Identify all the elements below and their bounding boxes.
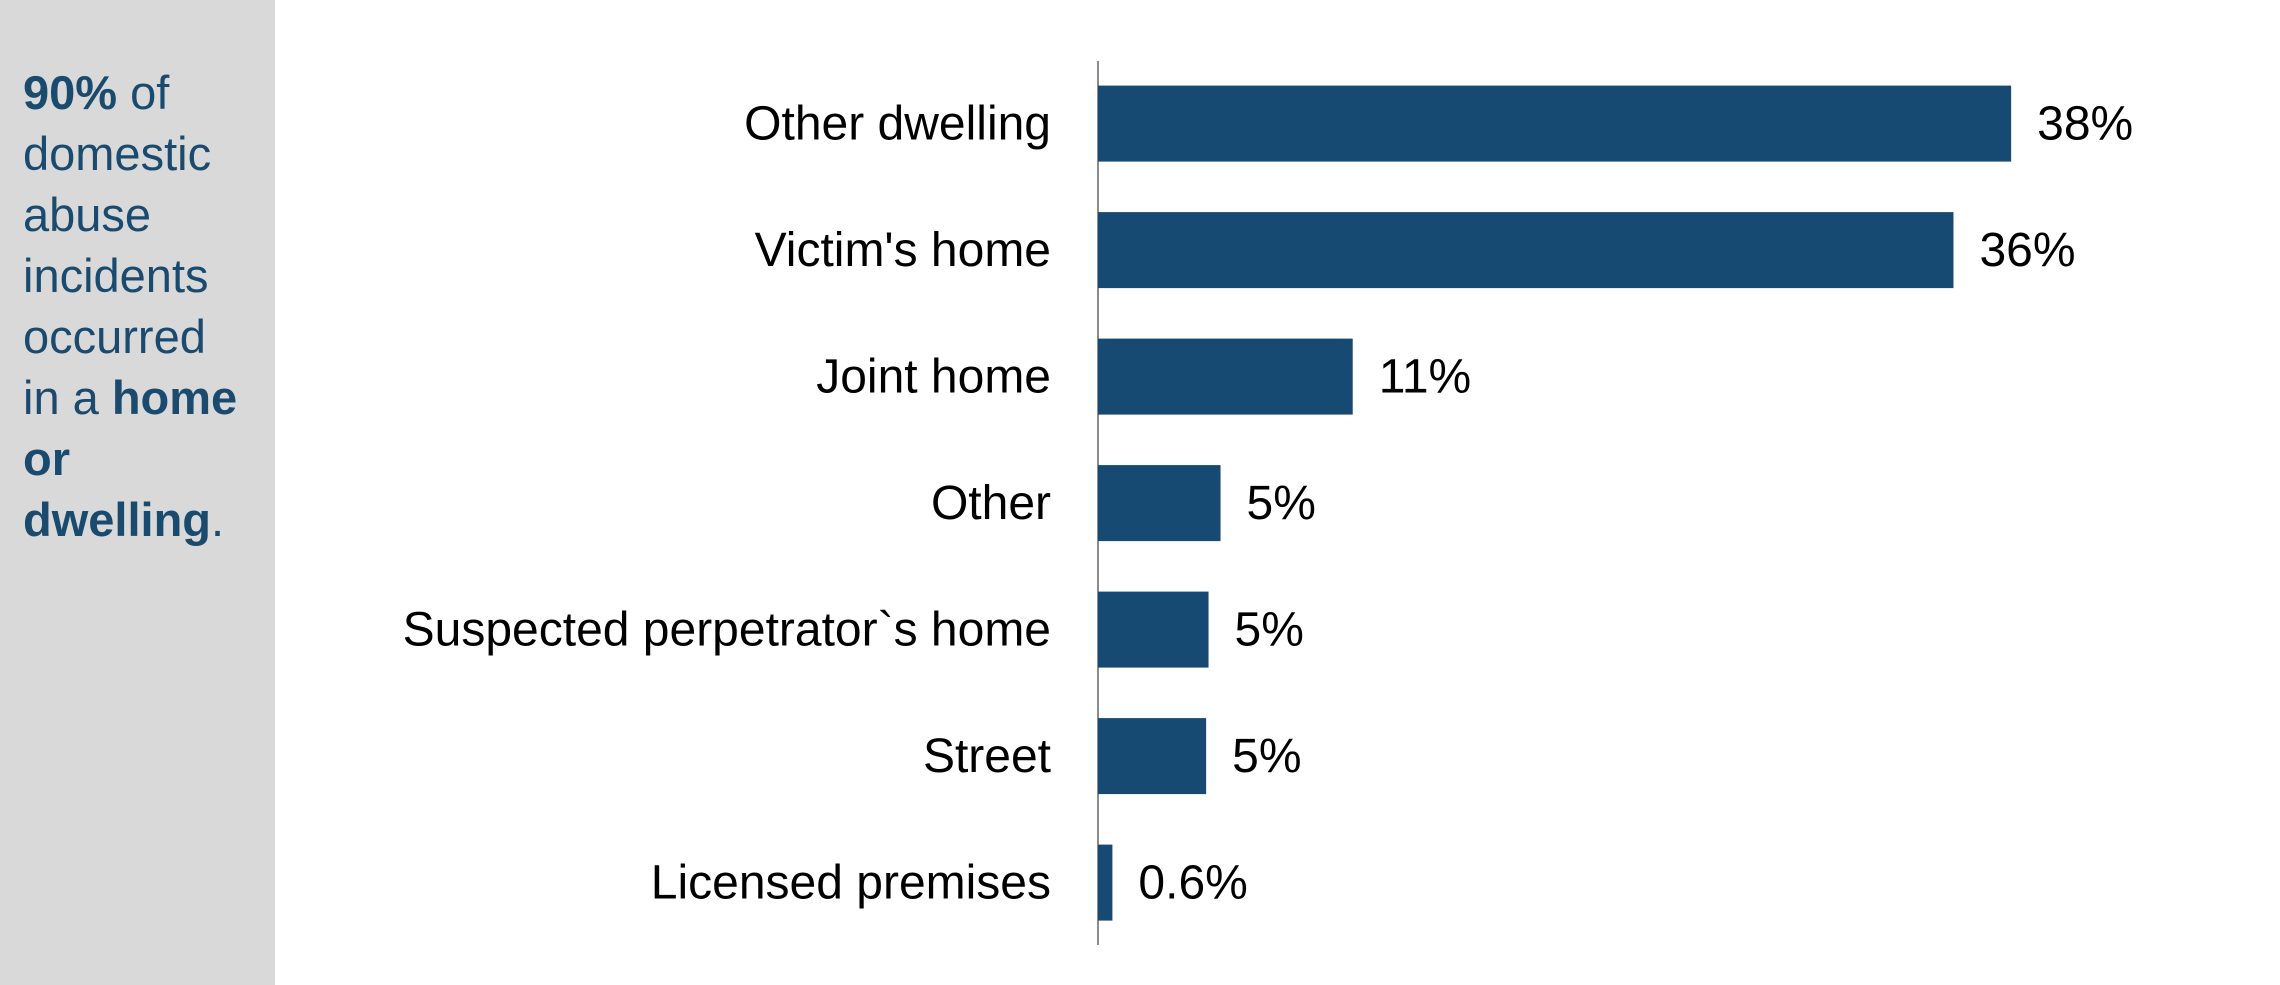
category-label: Joint home — [816, 350, 1051, 403]
sidebar: 90% of domestic abuse incidents occurred… — [0, 0, 275, 985]
text: of domestic abuse incidents occurred in … — [23, 66, 212, 424]
highlight: 90% — [23, 66, 118, 119]
data-label: 0.6% — [1138, 856, 1247, 909]
bar — [1098, 212, 1954, 289]
sidebar-text: 90% of domestic abuse incidents occurred… — [23, 62, 255, 550]
category-label: Other dwelling — [744, 97, 1051, 150]
bar — [1098, 465, 1221, 542]
data-label: 38% — [2037, 97, 2133, 150]
category-label: Licensed premises — [651, 856, 1051, 909]
bar — [1098, 85, 2012, 162]
data-label: 5% — [1232, 730, 1301, 783]
data-label: 5% — [1247, 477, 1316, 530]
bar — [1098, 718, 1207, 795]
bar — [1098, 591, 1209, 668]
data-label: 5% — [1235, 603, 1304, 656]
category-label: Street — [923, 730, 1051, 783]
category-label: Suspected perpetrator`s home — [403, 603, 1051, 656]
category-label: Victim's home — [755, 224, 1051, 277]
highlight: home or dwelling — [23, 371, 238, 546]
data-label: 36% — [1979, 224, 2075, 277]
bar — [1098, 338, 1353, 415]
bar — [1098, 844, 1113, 921]
data-label: 11% — [1379, 350, 1472, 403]
text: . — [211, 493, 225, 546]
category-label: Other — [931, 477, 1051, 530]
